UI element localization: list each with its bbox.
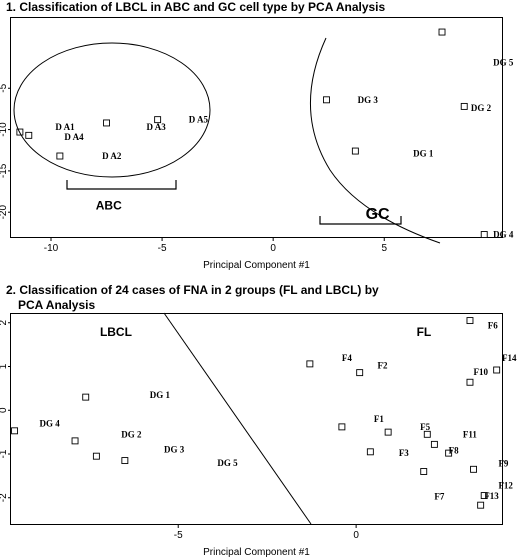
chart2-title-line1: 2. Classification of 24 cases of FNA in …: [6, 283, 379, 297]
data-point: [460, 102, 468, 110]
point-label: DG 4: [39, 418, 60, 428]
data-point: [366, 448, 374, 456]
data-point: [71, 437, 79, 445]
data-point: [466, 317, 474, 325]
data-point: [480, 231, 488, 238]
x-tick-label: -10: [44, 243, 59, 254]
x-tick-label: 0: [353, 530, 359, 541]
point-label: F9: [498, 459, 508, 469]
y-tick-label: -5: [0, 83, 9, 92]
y-tick-label: -2: [0, 493, 9, 502]
y-tick-label: -1: [0, 449, 9, 458]
point-label: F7: [434, 491, 444, 501]
chart2-frame: [10, 313, 503, 525]
point-label: D A1: [55, 122, 75, 132]
data-point: [103, 119, 110, 127]
x-axis-label: Principal Component #1: [203, 260, 310, 271]
gc-bracket: [319, 216, 402, 225]
abc-bracket: [66, 180, 177, 190]
data-point: [338, 423, 346, 431]
x-tick-label: -5: [174, 530, 183, 541]
group-label: FL: [417, 325, 432, 339]
chart1-frame: [10, 17, 503, 238]
point-label: DG 1: [150, 390, 171, 400]
point-label: DG 2: [471, 103, 492, 113]
data-point: [438, 28, 446, 36]
y-tick-label: -20: [0, 205, 9, 220]
chart2-title-line2: PCA Analysis: [18, 298, 96, 312]
group-label: LBCL: [100, 325, 132, 339]
y-tick-label: -10: [0, 122, 9, 137]
point-label: DG 2: [121, 429, 142, 439]
point-label: DG 5: [217, 458, 238, 468]
point-label: DG 3: [164, 445, 185, 455]
data-point: [384, 428, 392, 436]
data-point: [92, 452, 100, 460]
data-point: [25, 131, 33, 139]
y-tick-label: 2: [0, 320, 9, 326]
x-tick-label: 0: [270, 243, 276, 254]
data-point: [351, 147, 359, 155]
y-tick-label: 1: [0, 363, 9, 369]
data-point: [82, 393, 90, 401]
data-point: [445, 449, 453, 457]
point-label: F10: [474, 367, 489, 377]
data-point: [154, 116, 162, 124]
point-label: D A5: [189, 115, 209, 125]
y-tick-label: 0: [0, 407, 9, 413]
data-point: [11, 427, 19, 435]
separator-line: [163, 312, 312, 525]
point-label: DG 4: [493, 230, 514, 240]
point-label: D A2: [102, 151, 122, 161]
group-label: GC: [366, 206, 390, 223]
data-point: [423, 430, 431, 438]
point-label: F8: [449, 446, 459, 456]
data-point: [493, 366, 501, 374]
y-tick-label: -15: [0, 163, 9, 178]
x-tick-label: -5: [158, 243, 167, 254]
point-label: D A4: [64, 132, 84, 142]
group-label: ABC: [96, 199, 122, 213]
x-axis-label: Principal Component #1: [203, 547, 310, 557]
point-label: DG 3: [358, 95, 379, 105]
data-point: [356, 369, 364, 377]
point-label: F4: [342, 353, 352, 363]
data-point: [466, 378, 474, 386]
point-label: F11: [463, 429, 478, 439]
point-label: DG 5: [493, 58, 514, 68]
point-label: F13: [484, 491, 499, 501]
x-tick-label: 5: [381, 243, 387, 254]
data-point: [323, 96, 330, 104]
point-label: F3: [399, 448, 409, 458]
point-label: F2: [377, 361, 387, 371]
chart1-title: 1. Classification of LBCL in ABC and GC …: [6, 0, 386, 14]
point-label: F5: [420, 422, 430, 432]
point-label: F12: [498, 481, 513, 491]
point-label: F1: [374, 414, 384, 424]
data-point: [121, 457, 129, 465]
data-point: [480, 492, 488, 500]
point-label: DG 1: [413, 149, 434, 159]
data-point: [56, 152, 64, 160]
data-point: [430, 440, 438, 448]
data-point: [477, 501, 485, 509]
data-point: [420, 468, 428, 475]
abc-cluster-ellipse: [13, 42, 211, 178]
data-point: [306, 360, 314, 368]
data-point: [470, 465, 477, 473]
point-label: F6: [488, 320, 498, 330]
point-label: F14: [502, 353, 517, 363]
point-label: D A3: [147, 122, 167, 132]
